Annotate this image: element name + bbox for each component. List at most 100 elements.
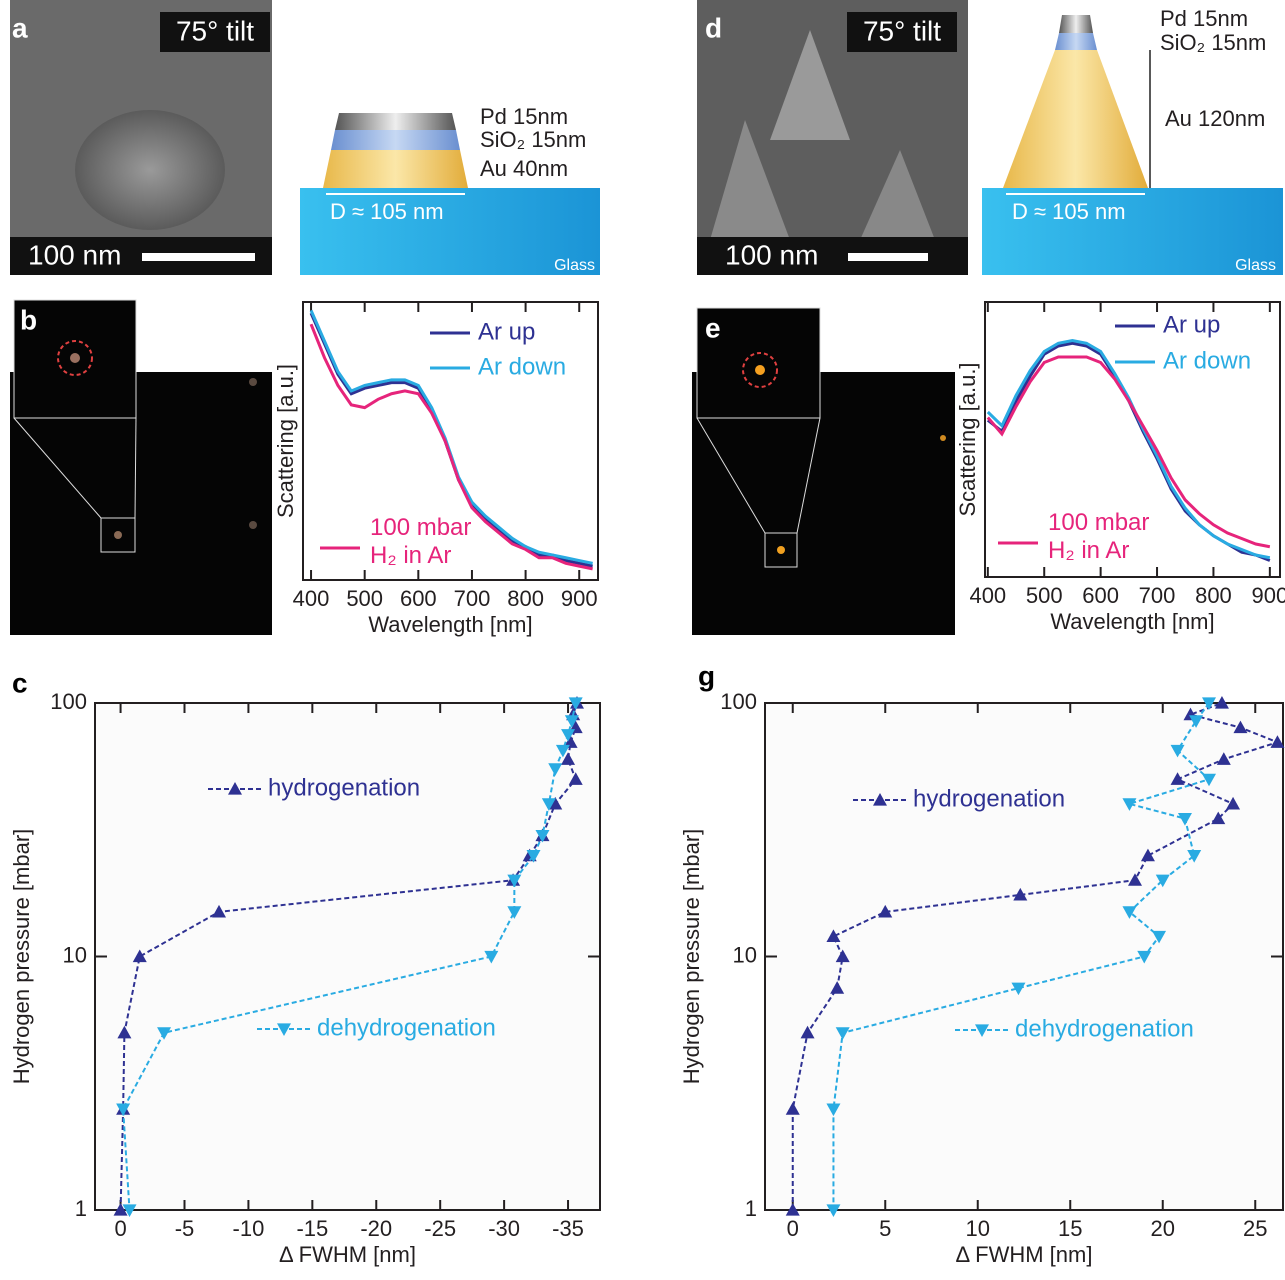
y-axis-label: Scattering [a.u.] xyxy=(273,364,298,518)
y-tick-label: 10 xyxy=(733,942,757,967)
x-tick-label: 700 xyxy=(454,586,491,611)
marker xyxy=(526,850,541,863)
panel-letter: b xyxy=(20,304,37,335)
marker xyxy=(212,904,227,918)
sem-tip xyxy=(770,30,850,140)
plot-frame xyxy=(984,301,1281,578)
marker xyxy=(132,949,147,963)
zoom-line xyxy=(696,417,766,534)
marker xyxy=(1140,848,1155,862)
marker xyxy=(561,752,576,765)
sem-tip xyxy=(710,120,790,240)
legend-box: 100 mbar H₂ in Ar xyxy=(1048,509,1149,564)
x-axis-label: Wavelength [nm] xyxy=(1050,609,1214,634)
glass xyxy=(982,188,1283,275)
sem-particle xyxy=(75,110,225,230)
particle xyxy=(755,365,765,375)
legend-label: hydrogenation xyxy=(913,785,1065,812)
au-layer xyxy=(323,150,468,188)
marker xyxy=(800,1025,815,1039)
x-tick-label: 900 xyxy=(1251,583,1285,608)
legend-marker xyxy=(277,1023,291,1036)
x-tick-label: -25 xyxy=(424,1216,456,1241)
panel-letter: g xyxy=(698,660,715,691)
au-layer xyxy=(1003,50,1148,188)
scale-label: 100 nm xyxy=(725,239,818,270)
x-tick-label: -30 xyxy=(488,1216,520,1241)
marker xyxy=(835,949,850,963)
x-tick-label: 20 xyxy=(1151,1216,1175,1241)
layer-label: SiO₂ 15nm xyxy=(480,127,586,152)
y-tick-label: 1 xyxy=(75,1196,87,1221)
marker xyxy=(1137,950,1152,964)
legend-label: hydrogenation xyxy=(268,774,420,801)
marker xyxy=(1202,773,1216,787)
panel-letter: a xyxy=(12,12,28,43)
scale-bar xyxy=(142,253,255,261)
marker xyxy=(122,1204,137,1217)
marker xyxy=(1216,752,1231,765)
particle xyxy=(249,378,257,386)
marker xyxy=(1270,735,1285,748)
diameter-label: D ≈ 105 nm xyxy=(330,199,444,224)
marker xyxy=(548,796,563,810)
x-tick-label: 500 xyxy=(346,586,383,611)
panel-letter: e xyxy=(705,312,721,343)
x-tick-label: 0 xyxy=(787,1216,799,1241)
zoom-box xyxy=(100,517,136,553)
marker xyxy=(117,1025,132,1039)
marker xyxy=(1152,930,1167,944)
marker xyxy=(1170,772,1185,785)
marker xyxy=(561,729,576,742)
panel-letter: c xyxy=(12,667,28,698)
marker xyxy=(507,874,522,888)
x-tick-label: -5 xyxy=(175,1216,195,1241)
sio2-layer xyxy=(331,130,460,150)
marker xyxy=(1122,906,1137,919)
x-tick-label: 400 xyxy=(293,586,330,611)
x-tick-label: 0 xyxy=(114,1216,126,1241)
x-tick-label: 800 xyxy=(1195,583,1232,608)
particle xyxy=(249,521,257,529)
marker xyxy=(507,906,522,919)
marker xyxy=(1214,696,1229,709)
x-tick-label: 5 xyxy=(879,1216,891,1241)
marker xyxy=(1011,982,1026,996)
legend-label: dehydrogenation xyxy=(1015,1015,1194,1042)
marker xyxy=(1122,798,1137,811)
marker xyxy=(785,1203,800,1216)
marker xyxy=(785,1102,800,1115)
y-tick-label: 100 xyxy=(50,689,87,714)
layer-label: SiO₂ 15nm xyxy=(1160,30,1266,55)
marker xyxy=(826,929,841,943)
marker xyxy=(826,1204,841,1217)
marker xyxy=(116,1103,131,1117)
marker xyxy=(535,829,550,843)
marker xyxy=(1233,720,1248,734)
marker xyxy=(1128,873,1142,886)
plot-frame xyxy=(302,301,599,581)
marker xyxy=(1189,715,1204,728)
layer-label: Pd 15nm xyxy=(480,104,568,129)
substrate-label: Glass xyxy=(554,257,595,274)
x-tick-label: -15 xyxy=(296,1216,328,1241)
tilt-label: 75° tilt xyxy=(863,15,941,46)
marker xyxy=(878,904,893,918)
x-tick-label: 15 xyxy=(1058,1216,1082,1241)
layer-label: Pd 15nm xyxy=(1160,6,1248,31)
marker xyxy=(484,950,499,964)
particle xyxy=(777,546,785,554)
highlight-circle xyxy=(742,352,778,388)
marker xyxy=(1211,811,1226,825)
legend-label: 100 mbar H₂ in Ar xyxy=(370,514,472,569)
panel-letter: d xyxy=(705,12,722,43)
marker xyxy=(564,715,579,728)
marker xyxy=(830,981,845,994)
legend-box: 100 mbar H₂ in Ar xyxy=(370,514,472,569)
inset xyxy=(696,307,821,419)
marker xyxy=(1226,796,1241,810)
x-tick-label: -35 xyxy=(552,1216,584,1241)
x-tick-label: 400 xyxy=(969,583,1006,608)
x-axis-label: Δ FWHM [nm] xyxy=(279,1242,416,1267)
